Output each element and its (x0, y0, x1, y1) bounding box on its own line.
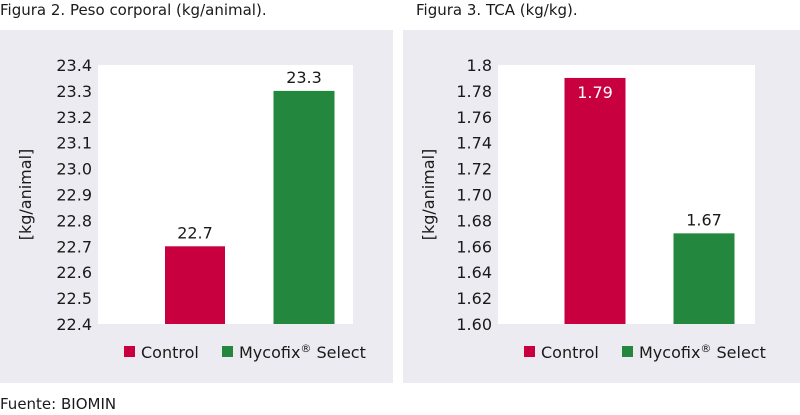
bar-control (165, 246, 225, 324)
y-tick-label: 23.2 (56, 108, 92, 127)
legend-label-mycofix: Mycofix® Select (239, 342, 366, 362)
y-tick-label: 22.5 (56, 289, 92, 308)
legend-label-mycofix: Mycofix® Select (639, 342, 766, 362)
y-tick-label: 1.72 (456, 160, 492, 179)
y-tick-label: 1.62 (456, 289, 492, 308)
data-label: 22.7 (177, 223, 213, 242)
y-tick-label: 1.70 (456, 186, 492, 205)
bar-mycofix-select (673, 233, 735, 324)
figure-2-title: Figura 2. Peso corporal (kg/animal). (0, 1, 267, 19)
y-tick-label: 23.1 (56, 134, 92, 153)
y-tick-label: 1.64 (456, 263, 492, 282)
y-tick-label: 1.76 (456, 108, 492, 127)
y-tick-label: 22.8 (56, 211, 92, 230)
y-tick-label: 1.74 (456, 134, 492, 153)
legend-swatch-control (124, 346, 135, 357)
chart-panel-fcr: 1.60 1.62 1.64 1.66 1.68 1.70 1.72 1.74 1.76 1.78… (403, 30, 800, 383)
chart-panel-body-weight: 22.4 22.5 22.6 22.7 22.8 22.9 23.0 23.1 23.2 23.3… (0, 30, 393, 383)
y-tick-label: 1.68 (456, 211, 492, 230)
data-label: 23.3 (286, 68, 322, 87)
data-label: 1.79 (577, 83, 613, 102)
bar-control (564, 77, 626, 324)
body-weight-chart: 22.4 22.5 22.6 22.7 22.8 22.9 23.0 23.1 23.2 23.3… (16, 56, 366, 362)
figure-3-title: Figura 3. TCA (kg/kg). (416, 1, 578, 19)
y-tick-label: 22.9 (56, 186, 92, 205)
legend-swatch-mycofix (622, 346, 633, 357)
y-tick-label: 23.0 (56, 160, 92, 179)
y-tick-label: 22.7 (56, 237, 92, 256)
y-tick-label: 1.66 (456, 237, 492, 256)
y-tick-label: 1.78 (456, 82, 492, 101)
y-tick-label: 22.6 (56, 263, 92, 282)
y-tick-label: 22.4 (56, 315, 92, 334)
y-axis-label: [kg/animal] (419, 149, 438, 241)
source-note: Fuente: BIOMIN (0, 395, 117, 413)
y-axis-label: [kg/animal] (16, 149, 35, 241)
legend-label-control: Control (141, 343, 199, 362)
y-tick-label: 23.4 (56, 56, 92, 75)
legend-swatch-mycofix (222, 346, 233, 357)
legend-swatch-control (524, 346, 535, 357)
legend-label-control: Control (541, 343, 599, 362)
data-label: 1.67 (686, 210, 722, 229)
fcr-chart: 1.60 1.62 1.64 1.66 1.68 1.70 1.72 1.74 1.76 1.78… (419, 56, 766, 362)
bar-mycofix-select (273, 90, 335, 325)
y-tick-label: 1.60 (456, 315, 492, 334)
y-tick-label: 1.8 (467, 56, 492, 75)
y-tick-label: 23.3 (56, 82, 92, 101)
